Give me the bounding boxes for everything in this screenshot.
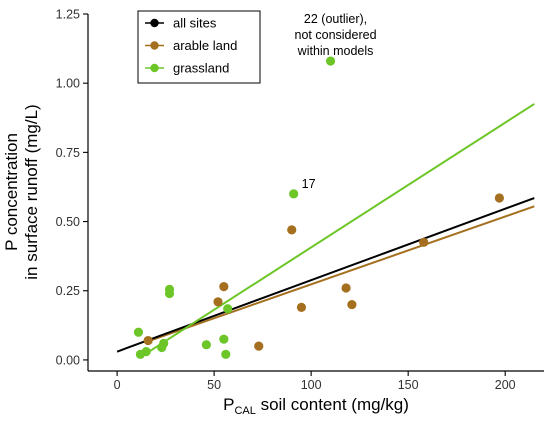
legend: all sites arable land grassland [137, 10, 261, 84]
data-point-arable-land [347, 299, 357, 310]
x-tick-label: 0 [114, 378, 121, 392]
data-point-grassland [219, 334, 229, 344]
data-point-grassland [221, 349, 231, 359]
y-axis: 0.00 0.25 0.50 0.75 1.00 1.25 [56, 8, 89, 371]
outlier-annotation-line: 22 (outlier), [304, 12, 367, 26]
y-tick-label: 0.75 [56, 146, 80, 160]
legend-label: all sites [173, 16, 217, 31]
point-annotation: 17 [302, 177, 316, 191]
plot-area [116, 56, 535, 359]
data-point-arable-land [341, 283, 351, 293]
legend-key-marker [150, 63, 159, 73]
x-axis: 0 50 100 150 200 [88, 370, 544, 392]
outlier-annotation-line: not considered [295, 28, 377, 42]
y-axis-label-line1: P concentration [2, 133, 21, 251]
x-axis-label-rest: soil content (mg/kg) [256, 395, 409, 414]
fit-line-arable-land [145, 205, 535, 343]
outlier-annotation: 22 (outlier), not considered within models [295, 12, 377, 58]
legend-key-marker [150, 41, 159, 50]
fit-line-grassland [139, 103, 535, 359]
x-tick-label: 150 [398, 378, 419, 392]
outlier-annotation-line: within models [297, 44, 374, 58]
data-point-arable-land [494, 193, 504, 203]
data-point-grassland [159, 338, 169, 348]
data-point-arable-land [143, 335, 153, 346]
y-tick-label: 0.50 [56, 215, 80, 229]
data-point-grassland [133, 327, 144, 337]
y-axis-label-line2: in surface runoff (mg/L) [22, 104, 41, 279]
data-point-grassland [201, 340, 211, 350]
data-point-grassland [289, 189, 299, 199]
data-point-arable-land [287, 225, 297, 235]
legend-label: grassland [173, 61, 229, 76]
data-point-grassland [223, 304, 233, 314]
data-point-arable-land [219, 281, 229, 292]
y-tick-label: 0.00 [56, 353, 80, 367]
x-axis-label-subscript: CAL [234, 405, 255, 417]
y-axis-label: P concentration in surface runoff (mg/L) [2, 104, 41, 279]
data-point-arable-land [213, 297, 223, 307]
x-tick-label: 200 [495, 378, 516, 392]
x-tick-label: 50 [207, 378, 221, 392]
y-tick-label: 1.25 [56, 8, 80, 22]
x-axis-label-main: P [223, 395, 234, 414]
data-point-arable-land [419, 237, 429, 247]
data-point-grassland [141, 347, 151, 357]
y-tick-label: 0.25 [56, 284, 80, 298]
annotations: 17 22 (outlier), not considered within mode… [295, 12, 377, 191]
data-point-grassland [325, 56, 336, 66]
fit-line-all-sites [116, 197, 535, 353]
legend-key-marker [150, 18, 159, 28]
legend-label: arable land [173, 38, 237, 53]
data-point-grassland [164, 284, 175, 294]
x-tick-label: 100 [301, 378, 322, 392]
x-axis-label: PCAL soil content (mg/kg) [223, 395, 409, 417]
y-tick-label: 1.00 [56, 77, 80, 91]
data-point-arable-land [296, 302, 307, 312]
data-point-arable-land [254, 341, 264, 351]
